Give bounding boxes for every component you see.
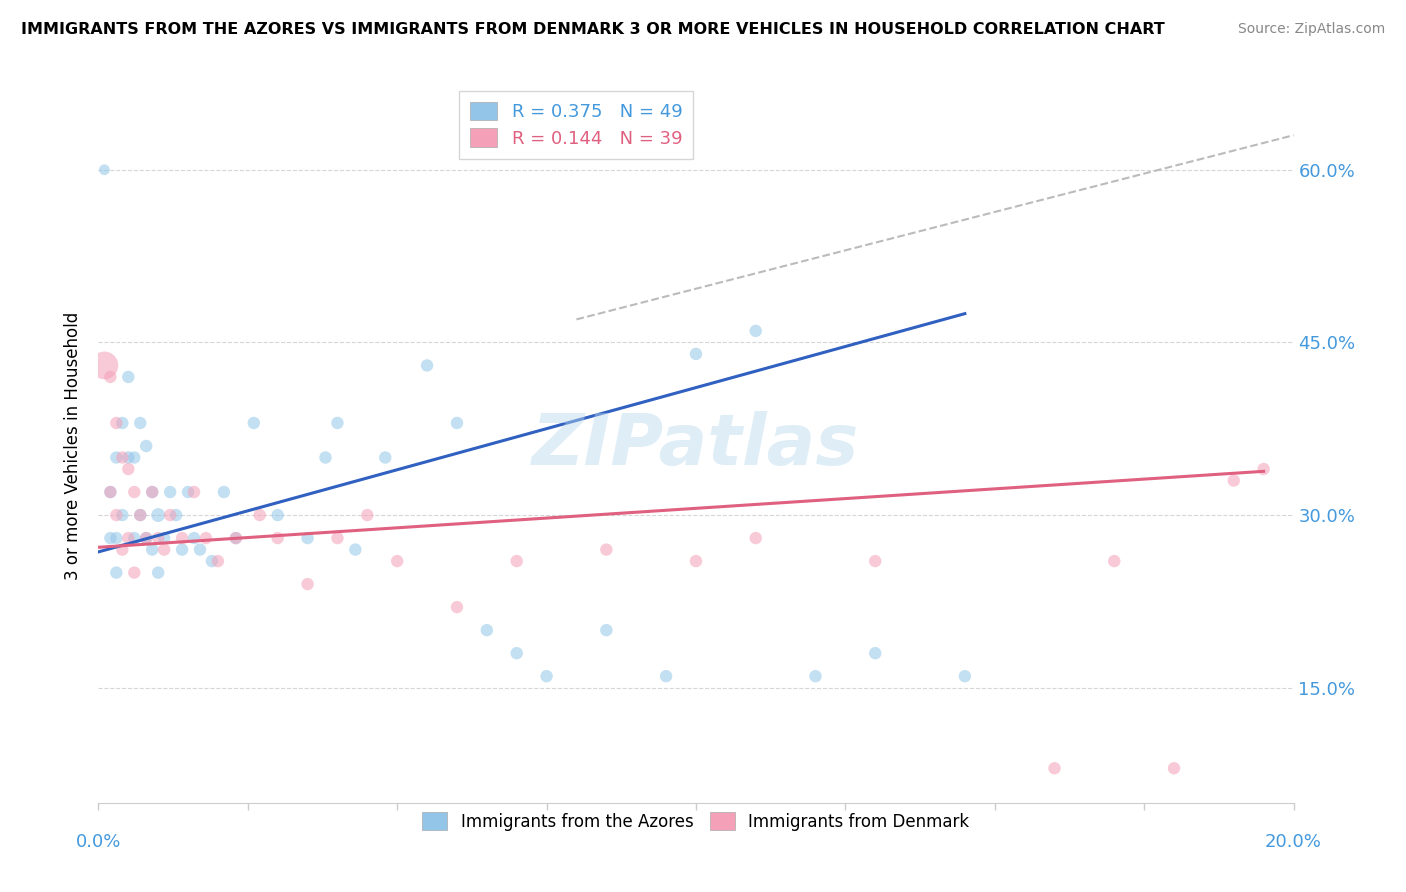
Point: [315, 450, 337, 465]
Point: [105, 416, 128, 430]
Point: [804, 669, 827, 683]
Text: Source: ZipAtlas.com: Source: ZipAtlas.com: [1237, 22, 1385, 37]
Point: [446, 416, 468, 430]
Point: [183, 485, 205, 500]
Point: [129, 508, 152, 522]
Point: [93, 162, 115, 177]
Point: [1043, 761, 1066, 775]
Legend: Immigrants from the Azores, Immigrants from Denmark: Immigrants from the Azores, Immigrants f…: [416, 805, 976, 838]
Point: [124, 566, 146, 580]
Point: [141, 485, 163, 500]
Point: [177, 485, 200, 500]
Point: [105, 450, 128, 465]
Point: [446, 600, 468, 615]
Point: [105, 566, 128, 580]
Point: [124, 485, 146, 500]
Point: [207, 554, 229, 568]
Point: [165, 508, 187, 522]
Point: [212, 485, 235, 500]
Point: [117, 370, 139, 384]
Point: [98, 485, 122, 500]
Point: [344, 542, 367, 557]
Point: [506, 646, 529, 660]
Point: [135, 531, 157, 545]
Point: [385, 554, 409, 568]
Point: [1104, 554, 1126, 568]
Point: [111, 542, 134, 557]
Point: [148, 566, 170, 580]
Y-axis label: 3 or more Vehicles in Household: 3 or more Vehicles in Household: [65, 312, 83, 580]
Point: [183, 531, 205, 545]
Point: [865, 554, 887, 568]
Point: [267, 531, 290, 545]
Point: [129, 416, 152, 430]
Point: [595, 623, 617, 637]
Point: [953, 669, 976, 683]
Point: [141, 485, 163, 500]
Point: [1223, 474, 1246, 488]
Point: [1163, 761, 1185, 775]
Point: [249, 508, 271, 522]
Point: [172, 531, 194, 545]
Point: [135, 439, 157, 453]
Point: [685, 347, 707, 361]
Point: [267, 508, 290, 522]
Point: [297, 577, 319, 591]
Point: [536, 669, 558, 683]
Point: [135, 531, 157, 545]
Point: [243, 416, 266, 430]
Point: [225, 531, 247, 545]
Point: [225, 531, 247, 545]
Text: IMMIGRANTS FROM THE AZORES VS IMMIGRANTS FROM DENMARK 3 OR MORE VEHICLES IN HOUS: IMMIGRANTS FROM THE AZORES VS IMMIGRANTS…: [21, 22, 1164, 37]
Text: ZIPatlas: ZIPatlas: [533, 411, 859, 481]
Point: [129, 508, 152, 522]
Point: [188, 542, 211, 557]
Point: [506, 554, 529, 568]
Point: [93, 359, 115, 373]
Point: [111, 416, 134, 430]
Point: [159, 508, 181, 522]
Text: 0.0%: 0.0%: [76, 833, 121, 851]
Point: [685, 554, 707, 568]
Text: 20.0%: 20.0%: [1265, 833, 1322, 851]
Point: [105, 531, 128, 545]
Point: [117, 462, 139, 476]
Point: [148, 531, 170, 545]
Point: [159, 485, 181, 500]
Point: [201, 554, 224, 568]
Point: [745, 531, 768, 545]
Point: [1253, 462, 1275, 476]
Point: [326, 531, 349, 545]
Point: [111, 508, 134, 522]
Point: [124, 450, 146, 465]
Point: [172, 542, 194, 557]
Point: [98, 531, 122, 545]
Point: [297, 531, 319, 545]
Point: [326, 416, 349, 430]
Point: [475, 623, 498, 637]
Point: [195, 531, 218, 545]
Point: [141, 542, 163, 557]
Point: [374, 450, 396, 465]
Point: [655, 669, 678, 683]
Point: [98, 370, 122, 384]
Point: [117, 531, 139, 545]
Point: [111, 450, 134, 465]
Point: [153, 531, 176, 545]
Point: [865, 646, 887, 660]
Point: [745, 324, 768, 338]
Point: [416, 359, 439, 373]
Point: [98, 485, 122, 500]
Point: [148, 508, 170, 522]
Point: [356, 508, 378, 522]
Point: [124, 531, 146, 545]
Point: [595, 542, 617, 557]
Point: [153, 542, 176, 557]
Point: [117, 450, 139, 465]
Point: [105, 508, 128, 522]
